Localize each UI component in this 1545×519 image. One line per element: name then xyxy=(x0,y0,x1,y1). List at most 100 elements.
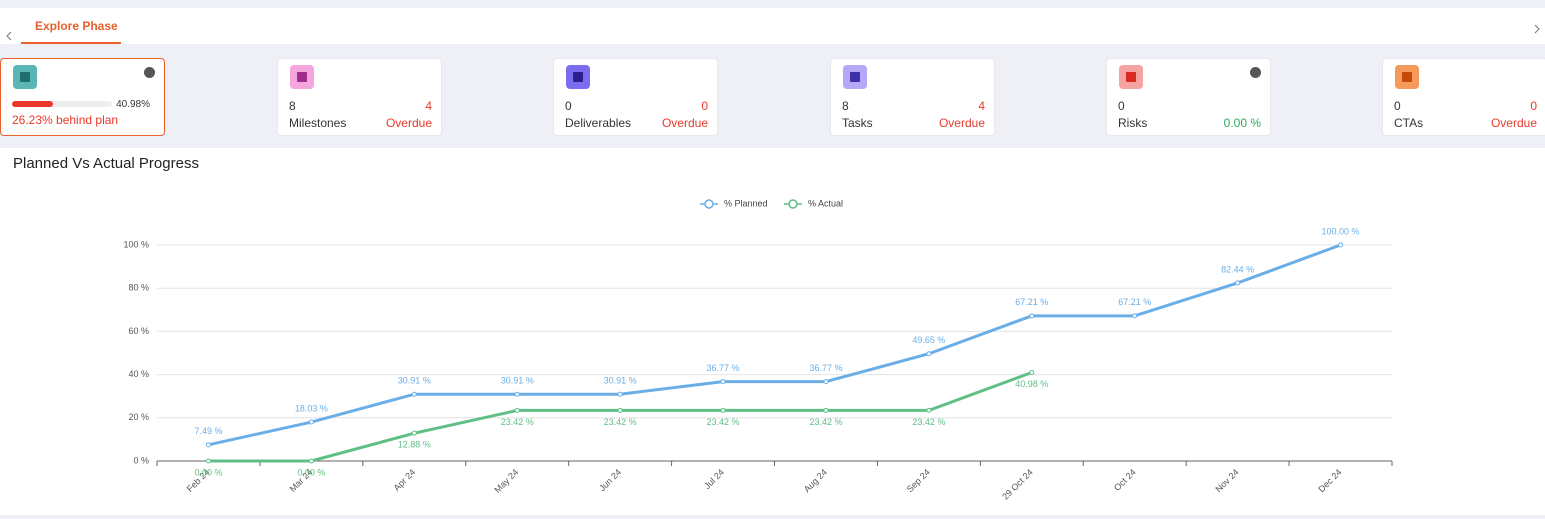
point xyxy=(411,430,417,436)
point xyxy=(926,407,932,413)
value-label: 23.42 % xyxy=(501,417,534,427)
value-label: 23.42 % xyxy=(604,417,637,427)
value-label: 100.00 % xyxy=(1322,226,1360,236)
info-icon[interactable] xyxy=(144,67,155,78)
next-arrow[interactable] xyxy=(1533,24,1541,34)
x-tick-label: Jul 24 xyxy=(702,467,726,491)
series-line xyxy=(208,243,1342,447)
overdue-label: Overdue xyxy=(1490,116,1537,130)
count: 8 xyxy=(289,99,296,113)
value-label: 67.21 % xyxy=(1015,297,1048,307)
point xyxy=(823,407,829,413)
x-tick-label: Nov 24 xyxy=(1213,467,1240,494)
y-tick-label: 40 % xyxy=(128,369,149,379)
count: 8 xyxy=(842,99,849,113)
card: 0 CTAs 0 Overdue xyxy=(1382,58,1545,136)
card: 0 Deliverables 0 Overdue xyxy=(553,58,718,136)
value-label: 0.00 % xyxy=(194,467,222,477)
point xyxy=(1029,369,1035,375)
card-icon xyxy=(13,65,37,89)
progress-label: 40.98% xyxy=(116,99,150,110)
x-tick-label: Dec 24 xyxy=(1316,467,1343,494)
point xyxy=(1338,242,1344,248)
x-tick-label: 29 Oct 24 xyxy=(1000,467,1035,502)
progress-bar xyxy=(12,101,53,107)
tab[interactable]: Explore Phase xyxy=(35,19,118,33)
card-icon xyxy=(290,65,314,89)
point xyxy=(308,458,314,464)
y-tick-label: 20 % xyxy=(128,412,149,422)
overdue-count: 0 xyxy=(1530,99,1537,113)
info-icon[interactable] xyxy=(1250,67,1261,78)
chart-panel: Planned Vs Actual Progress 0 % 20 % 40 % 60… xyxy=(0,148,1545,515)
overdue-count: 0.00 % xyxy=(1223,116,1261,130)
legend-marker xyxy=(788,199,798,209)
card-label: Tasks xyxy=(842,116,873,130)
value-label: 40.98 % xyxy=(1015,379,1048,389)
value-label: 18.03 % xyxy=(295,403,328,413)
card-label: Risks xyxy=(1118,116,1148,130)
card-label: Milestones xyxy=(289,116,347,130)
overdue-label: Overdue xyxy=(385,116,432,130)
card: 8 Tasks 4 Overdue xyxy=(830,58,995,136)
card-label: CTAs xyxy=(1394,116,1424,130)
card: 40.98% 26.23% behind plan xyxy=(0,58,165,136)
point xyxy=(514,407,520,413)
point xyxy=(720,407,726,413)
point xyxy=(514,391,520,397)
card-label: Deliverables xyxy=(565,116,632,130)
point xyxy=(205,458,211,464)
legend-marker xyxy=(704,199,714,209)
x-tick-label: Sep 24 xyxy=(905,467,932,494)
point xyxy=(1132,313,1138,319)
x-tick-label: May 24 xyxy=(492,467,520,495)
point xyxy=(1235,280,1241,286)
card-icon xyxy=(843,65,867,89)
point xyxy=(617,391,623,397)
count: 0 xyxy=(565,99,572,113)
point xyxy=(617,407,623,413)
value-label: 0.00 % xyxy=(297,467,325,477)
x-tick-label: Apr 24 xyxy=(392,467,418,493)
point xyxy=(823,379,829,385)
overdue-count: 4 xyxy=(425,99,432,113)
value-label: 36.77 % xyxy=(809,363,842,373)
chart-title: Planned Vs Actual Progress xyxy=(13,155,199,172)
chart: 0 %20 %40 %60 %80 %100 %Feb 24 Mar 24 Apr … xyxy=(123,198,1393,502)
y-tick-label: 60 % xyxy=(128,326,149,336)
y-tick-label: 100 % xyxy=(123,239,149,249)
overdue-label: Overdue xyxy=(661,116,708,130)
x-tick-label: Oct 24 xyxy=(1112,467,1138,493)
card: 8 Milestones 4 Overdue xyxy=(277,58,442,136)
x-tick-label: Jun 24 xyxy=(597,467,623,493)
overdue-count: 4 xyxy=(978,99,985,113)
value-label: 12.88 % xyxy=(398,440,431,450)
tab-underline xyxy=(21,42,121,44)
y-tick-label: 0 % xyxy=(133,455,149,465)
overdue-label: Overdue xyxy=(938,116,985,130)
point xyxy=(411,391,417,397)
value-label: 36.77 % xyxy=(707,363,740,373)
value-label: 7.49 % xyxy=(194,426,222,436)
value-label: 82.44 % xyxy=(1221,264,1254,274)
value-label: 23.42 % xyxy=(912,417,945,427)
card: 0 Risks 0.00 % xyxy=(1106,58,1271,136)
value-label: 30.91 % xyxy=(398,376,431,386)
x-tick-label: Aug 24 xyxy=(802,467,829,494)
prev-arrow[interactable] xyxy=(5,31,13,41)
count: 0 xyxy=(1118,99,1125,113)
value-label: 23.42 % xyxy=(809,417,842,427)
count: 0 xyxy=(1394,99,1401,113)
card-icon xyxy=(1395,65,1419,89)
point xyxy=(205,442,211,448)
point xyxy=(926,351,932,357)
legend-label: % Planned xyxy=(724,198,768,208)
value-label: 23.42 % xyxy=(707,417,740,427)
card-icon xyxy=(566,65,590,89)
point xyxy=(720,379,726,385)
value-label: 49.65 % xyxy=(912,335,945,345)
point xyxy=(308,419,314,425)
overdue-count: 0 xyxy=(701,99,708,113)
point xyxy=(1029,313,1035,319)
